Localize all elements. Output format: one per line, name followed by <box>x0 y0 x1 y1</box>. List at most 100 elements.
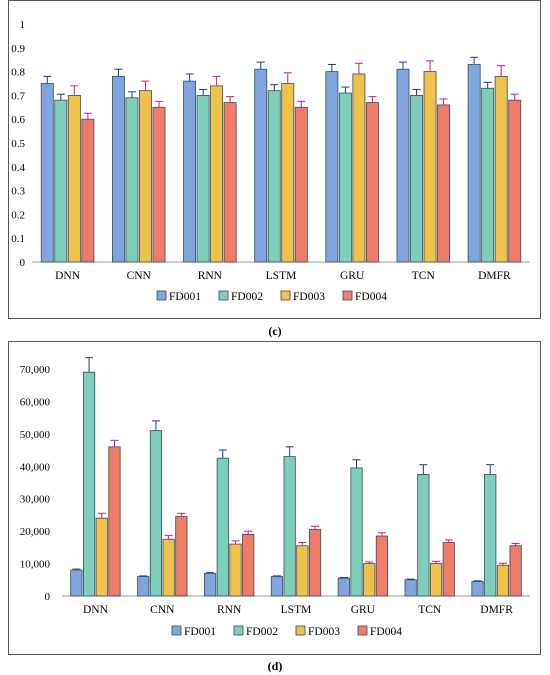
bar-fd004 <box>308 529 322 597</box>
bar-fd002 <box>484 473 497 597</box>
category-label: TCN <box>418 604 442 616</box>
category-label: DNN <box>83 604 109 616</box>
bar-fd003 <box>139 90 152 263</box>
bar-fd002 <box>338 92 352 263</box>
category-label: TCN <box>412 270 436 282</box>
bar-fd002 <box>283 456 296 597</box>
legend-label: FD003 <box>308 626 340 638</box>
y-tick-label: 0.1 <box>11 233 25 245</box>
bar-fd004 <box>442 542 455 597</box>
y-tick-label: 0.9 <box>11 43 25 55</box>
legend-swatch-fd003 <box>295 625 306 636</box>
legend-label: FD004 <box>355 291 387 303</box>
bar-fd001 <box>396 68 410 263</box>
y-tick-label: 0 <box>20 257 26 269</box>
bar-fd004 <box>508 99 522 263</box>
panel-d-frame <box>8 341 541 655</box>
y-tick-label: 30,000 <box>20 494 51 506</box>
legend-label: FD002 <box>246 626 278 638</box>
bar-fd003 <box>296 545 309 597</box>
category-label: GRU <box>351 604 376 616</box>
legend-swatch-fd002 <box>233 625 244 636</box>
bar-fd002 <box>196 95 210 263</box>
category-label: LSTM <box>281 604 312 616</box>
bar-fd004 <box>81 118 95 263</box>
legend-label: FD001 <box>169 291 201 303</box>
bar-fd001 <box>471 581 484 597</box>
y-tick-label: 50,000 <box>20 429 51 441</box>
bar-fd001 <box>270 576 284 597</box>
bar-fd002 <box>350 467 363 597</box>
bar-fd003 <box>95 517 108 597</box>
bar-fd003 <box>162 538 175 597</box>
category-label: RNN <box>198 270 223 282</box>
y-tick-label: 70,000 <box>20 364 51 376</box>
category-label: CNN <box>127 270 152 282</box>
y-tick-label: 0 <box>45 591 51 603</box>
bar-fd003 <box>229 543 242 597</box>
bar-fd004 <box>294 106 308 263</box>
legend-label: FD004 <box>370 626 402 638</box>
bar-fd001 <box>325 71 339 263</box>
category-label: DNN <box>55 270 81 282</box>
bar-fd002 <box>410 95 423 263</box>
legend-label: FD003 <box>293 291 325 303</box>
y-tick-label: 0.5 <box>11 138 25 150</box>
bar-fd001 <box>40 83 54 263</box>
bar-fd004 <box>242 533 255 597</box>
bar-fd004 <box>375 535 388 597</box>
legend-swatch-fd001 <box>171 625 182 636</box>
bar-fd004 <box>365 102 379 263</box>
bar-fd003 <box>352 73 366 263</box>
legend-swatch-fd003 <box>280 290 291 301</box>
legend-swatch-fd004 <box>357 625 368 636</box>
chart-panel-c: 0 0.1 0.2 0.3 0.4 0.5 0.6 0.7 0.8 0.9 1 DNN CNN RNN LS… <box>11 19 530 303</box>
bar-fd002 <box>267 90 281 263</box>
category-label: DMFR <box>480 604 513 616</box>
bar-fd004 <box>509 545 522 597</box>
bar-fd004 <box>152 106 166 263</box>
legend-label: FD001 <box>184 626 216 638</box>
bar-fd001 <box>137 576 150 597</box>
bar-fd002 <box>82 371 96 597</box>
y-tick-label: 10,000 <box>20 559 51 571</box>
category-label: GRU <box>340 270 365 282</box>
category-label: RNN <box>217 604 242 616</box>
bar-fd003 <box>67 95 81 263</box>
bar-fd001 <box>204 572 217 597</box>
bar-fd001 <box>467 64 481 263</box>
y-tick-label: 0.7 <box>11 90 25 102</box>
bar-fd004 <box>108 446 121 597</box>
category-label: DMFR <box>478 270 511 282</box>
bar-fd001 <box>70 569 83 597</box>
bar-fd003 <box>423 71 437 263</box>
bar-fd003 <box>363 563 376 597</box>
bar-fd003 <box>496 564 510 597</box>
legend-label: FD002 <box>231 291 263 303</box>
bar-fd002 <box>125 97 139 263</box>
bar-fd001 <box>337 577 350 597</box>
y-tick-label: 0.6 <box>11 114 25 126</box>
y-tick-label: 20,000 <box>20 526 51 538</box>
legend-swatch-fd004 <box>342 290 353 301</box>
y-tick-label: 60,000 <box>20 396 51 408</box>
bar-fd004 <box>175 516 188 597</box>
chart-panel-d: 0 10,000 20,000 30,000 40,000 50,000 60,000 70,… <box>20 357 530 638</box>
legend-swatch-fd001 <box>156 290 167 301</box>
y-tick-label: 1 <box>20 19 26 31</box>
bar-fd004 <box>223 102 237 263</box>
bar-fd002 <box>417 473 430 597</box>
panel-d-label: (d) <box>268 659 283 673</box>
bar-fd002 <box>54 99 68 263</box>
bar-fd001 <box>404 579 417 597</box>
category-label: CNN <box>150 604 175 616</box>
bar-fd003 <box>210 85 224 263</box>
legend-swatch-fd002 <box>218 290 229 301</box>
bar-fd003 <box>281 83 295 263</box>
y-tick-label: 0.8 <box>11 67 25 79</box>
y-tick-label: 40,000 <box>20 461 51 473</box>
bar-fd001 <box>254 68 268 263</box>
bar-fd003 <box>494 75 508 263</box>
panel-c-label: (c) <box>268 324 281 338</box>
